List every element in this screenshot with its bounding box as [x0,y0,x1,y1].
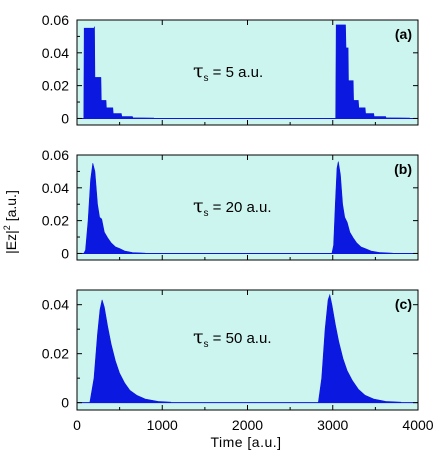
panel-label-b: (b) [394,161,412,177]
tau-value-b: = 20 a.u. [209,199,272,216]
panels-group: 00.020.040.06(a)τs = 5 a.u.00.020.040.06… [42,12,434,433]
y-tick-label-b-1: 0.02 [42,213,69,229]
tau-subscript-c: s [204,339,209,350]
tau-symbol-c: τ [193,326,204,348]
y-tick-label-b-0: 0 [61,245,69,261]
y-axis-label-superscript: 2 [2,225,12,230]
tau-value-a: = 5 a.u. [209,64,264,81]
x-tick-label-3: 3000 [317,417,348,433]
x-tick-label-2: 2000 [232,417,263,433]
tau-subscript-a: s [204,73,209,84]
panel-label-a: (a) [395,26,412,42]
x-tick-label-1: 1000 [147,417,178,433]
panel-a: 0 0.02 0.04 0.06 (a) τs = 5 a.u. [42,12,419,126]
y-tick-label-a-3: 0.06 [42,12,69,28]
y-tick-label-b-2: 0.04 [42,180,69,196]
x-axis-label: Time [a.u.] [210,434,281,450]
x-tick-label-0: 0 [73,417,81,433]
y-tick-label-a-1: 0.02 [42,78,69,94]
tau-symbol-a: τ [193,60,204,82]
y-axis-label-main: |Ez| [3,230,19,254]
plot-background-b [77,155,418,260]
y-tick-label-a-0: 0 [61,110,69,126]
pulse-a-2 [335,24,410,119]
x-tick-label-4: 4000 [402,417,433,433]
pulse-b-2 [331,161,393,254]
pulse-c-2 [317,293,402,403]
panel-b: 0 0.02 0.04 0.06 (b) τs = 20 a.u. [42,147,419,261]
y-tick-label-a-2: 0.04 [42,45,69,61]
tau-symbol-b: τ [193,195,204,217]
plot-background-c [77,290,418,410]
y-tick-label-c-2: 0.04 [42,297,69,313]
tau-annotation-b: τs = 20 a.u. [193,195,271,219]
tau-annotation-a: τs = 5 a.u. [193,60,263,84]
pulse-c-1 [89,299,172,403]
tau-annotation-c: τs = 50 a.u. [193,326,271,350]
panel-c: 0 0.02 0.04 0 1000 2000 3000 4000 (c) τs = 50 a.u… [42,289,434,433]
pulse-a-1 [83,26,154,119]
y-tick-label-c-1: 0.02 [42,346,69,362]
tau-subscript-b: s [204,208,209,219]
panel-label-c: (c) [395,296,412,312]
y-axis-label-unit: [a.u.] [3,190,19,225]
pulse-b-1 [83,163,146,254]
tau-value-c: = 50 a.u. [209,330,272,347]
y-tick-label-c-0: 0 [61,395,69,411]
y-axis-label: |Ez|2 [a.u.] [2,190,19,254]
y-tick-label-b-3: 0.06 [42,147,69,163]
